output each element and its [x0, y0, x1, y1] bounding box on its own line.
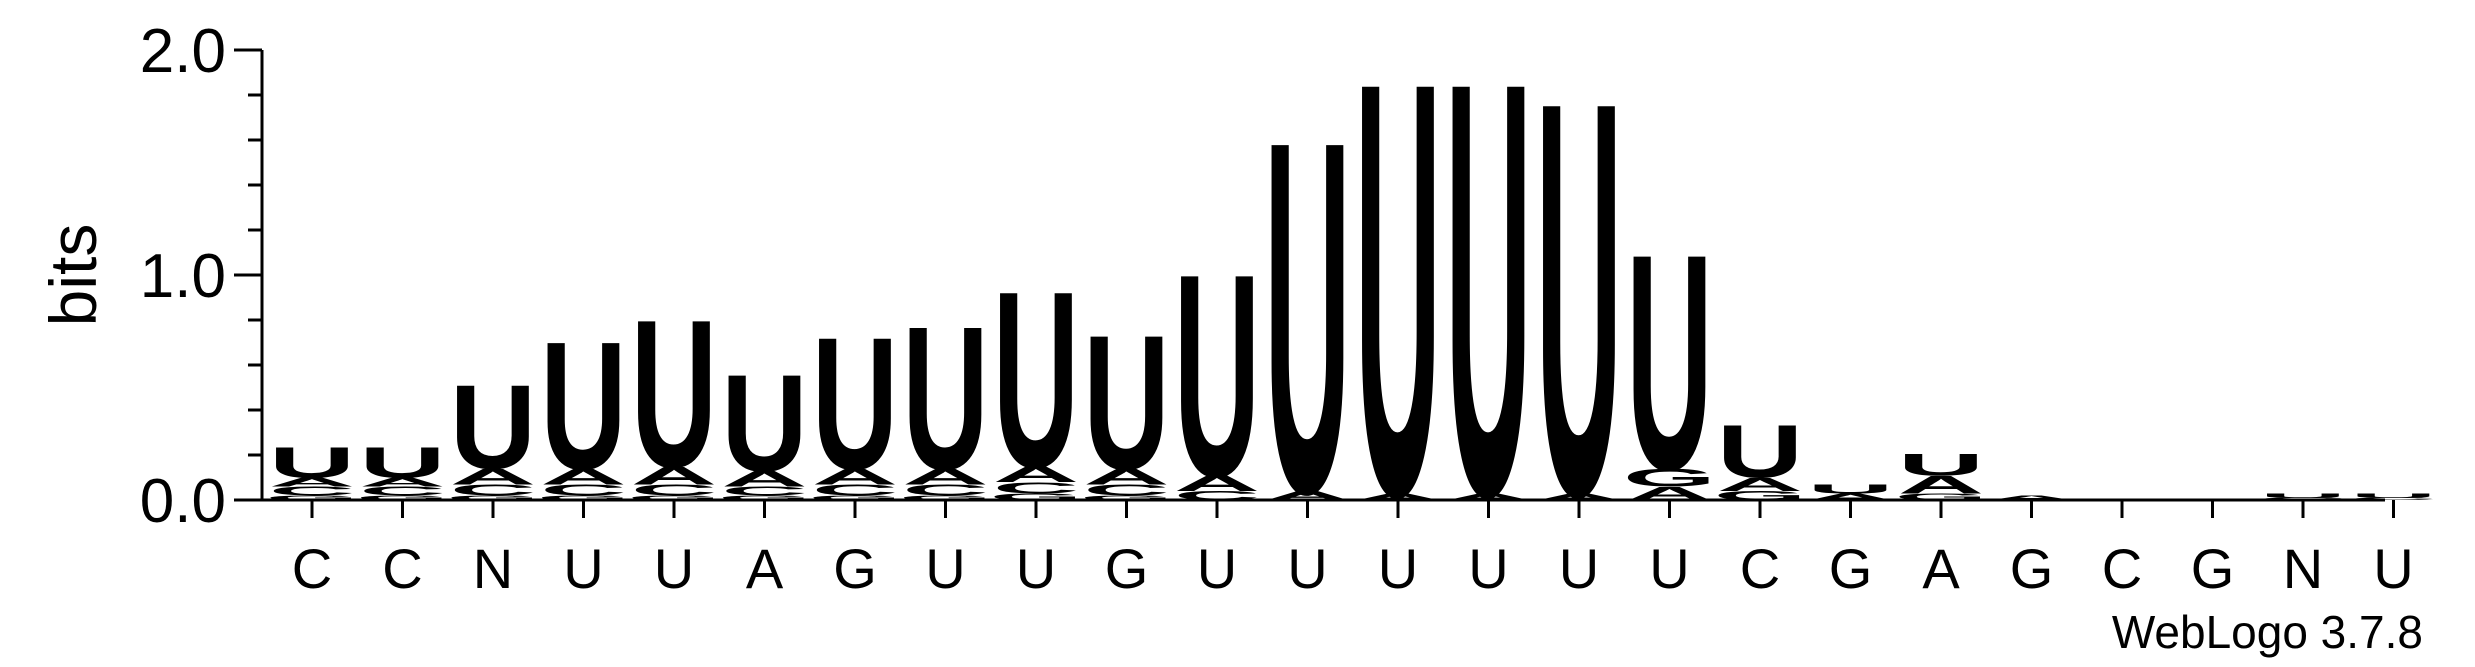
- x-tick-label: N: [473, 537, 513, 600]
- logo-letter-U: U: [1536, 0, 1622, 614]
- logo-letter-A: A: [631, 462, 717, 490]
- logo-letter-C: C: [902, 481, 988, 499]
- logo-letter-U: U: [1083, 294, 1169, 509]
- logo-letter-U: U: [1355, 0, 1441, 619]
- logo-letter-A: A: [1898, 471, 1984, 499]
- x-tick-label: U: [563, 537, 603, 600]
- logo-letter-C: C: [2350, 497, 2436, 500]
- logo-letter-A: A: [902, 465, 988, 490]
- x-tick-label: C: [1740, 537, 1780, 600]
- logo-letter-C: C: [359, 484, 445, 498]
- x-tick-label: G: [1105, 537, 1149, 600]
- x-tick-label: A: [1922, 537, 1960, 600]
- logo-letter-U: U: [1174, 214, 1260, 537]
- x-tick-label: U: [1468, 537, 1508, 600]
- logo-letter-U: U: [540, 304, 626, 507]
- logo-letter-U: U: [631, 277, 717, 512]
- x-tick-label: N: [2283, 537, 2323, 600]
- x-tick-label: G: [2010, 537, 2054, 600]
- logo-letter-A: A: [1807, 491, 1893, 502]
- x-tick-label: U: [1016, 537, 1056, 600]
- logo-letter-U: U: [359, 438, 445, 487]
- logo-letter-A: A: [1717, 474, 1803, 495]
- logo-letter-C: C: [721, 484, 807, 498]
- logo-letter-G: G: [990, 491, 1083, 502]
- x-tick-label: G: [2191, 537, 2235, 600]
- logo-letter-G: G: [1080, 494, 1173, 501]
- logo-letter-A: A: [359, 475, 445, 489]
- logo-letter-U: U: [721, 347, 807, 501]
- logo-letter-U: U: [812, 299, 898, 509]
- logo-letter-U: U: [1898, 447, 1984, 482]
- logo-letter-C: C: [993, 479, 1079, 497]
- y-tick-label: 0.0: [140, 467, 226, 536]
- x-tick-label: G: [833, 537, 877, 600]
- y-axis-label: bits: [36, 224, 110, 327]
- logo-letter-G: G: [899, 494, 992, 501]
- logo-letter-G: G: [537, 494, 630, 501]
- logo-letter-U: U: [1445, 0, 1531, 619]
- y-tick-label: 2.0: [140, 17, 226, 86]
- logo-letter-C: C: [269, 484, 355, 498]
- x-tick-label: C: [2102, 537, 2142, 600]
- x-tick-label: G: [1829, 537, 1873, 600]
- x-tick-label: A: [746, 537, 784, 600]
- y-tick-label: 1.0: [140, 242, 226, 311]
- logo-letter-G: G: [356, 494, 449, 501]
- logo-letter-A: A: [1536, 491, 1622, 502]
- logo-letter-U: U: [269, 438, 355, 487]
- x-tick-label: U: [654, 537, 694, 600]
- logo-letter-G: G: [266, 494, 359, 501]
- logo-letter-A: A: [1174, 471, 1260, 496]
- x-tick-label: U: [1649, 537, 1689, 600]
- logo-letter-A: A: [1988, 494, 2074, 501]
- x-tick-label: U: [2373, 537, 2413, 600]
- weblogo-watermark: WebLogo 3.7.8: [2112, 606, 2423, 658]
- x-tick-label: U: [925, 537, 965, 600]
- logo-letter-A: A: [540, 465, 626, 490]
- x-tick-label: U: [1197, 537, 1237, 600]
- logo-letter-C: C: [450, 481, 536, 499]
- logo-letter-G: G: [447, 494, 540, 501]
- logo-letter-U: U: [1717, 410, 1803, 494]
- logo-letter-C: C: [631, 481, 717, 499]
- x-tick-label: U: [1378, 537, 1418, 600]
- y-axis: 0.0 1.0 2.0: [140, 17, 264, 536]
- logo-letter-G: G: [718, 494, 811, 501]
- logo-letter-U: U: [450, 362, 536, 495]
- logo-letter-G: G: [1895, 491, 1988, 502]
- x-tick-label: C: [292, 537, 332, 600]
- logo-letter-A: A: [1355, 491, 1441, 502]
- logo-letter-A: A: [1445, 491, 1531, 502]
- logo-letter-C: C: [540, 481, 626, 499]
- logo-letter-A: A: [721, 467, 807, 492]
- logo-letter-G: G: [1623, 464, 1716, 492]
- logo-letter-U: U: [2260, 492, 2346, 499]
- logo-letter-C: C: [812, 481, 898, 499]
- logo-letter-U: U: [1626, 192, 1712, 535]
- logo-letter-U: U: [1807, 482, 1893, 496]
- logo-letter-A: A: [1083, 465, 1169, 490]
- logo-letter-U: U: [993, 239, 1079, 520]
- logo-letter-U: U: [2350, 492, 2436, 499]
- x-tick-label: U: [1559, 537, 1599, 600]
- logo-letter-C: C: [1083, 481, 1169, 499]
- x-tick-label: U: [1287, 537, 1327, 600]
- logo-letter-A: A: [450, 465, 536, 490]
- x-tick-label: C: [382, 537, 422, 600]
- logo-letter-A: A: [993, 462, 1079, 487]
- logo-letter-G: G: [809, 494, 902, 501]
- logo-letter-G: G: [628, 494, 721, 501]
- logo-letter-U: U: [902, 285, 988, 512]
- logo-letter-A: A: [812, 465, 898, 490]
- logo-letter-A: A: [269, 475, 355, 489]
